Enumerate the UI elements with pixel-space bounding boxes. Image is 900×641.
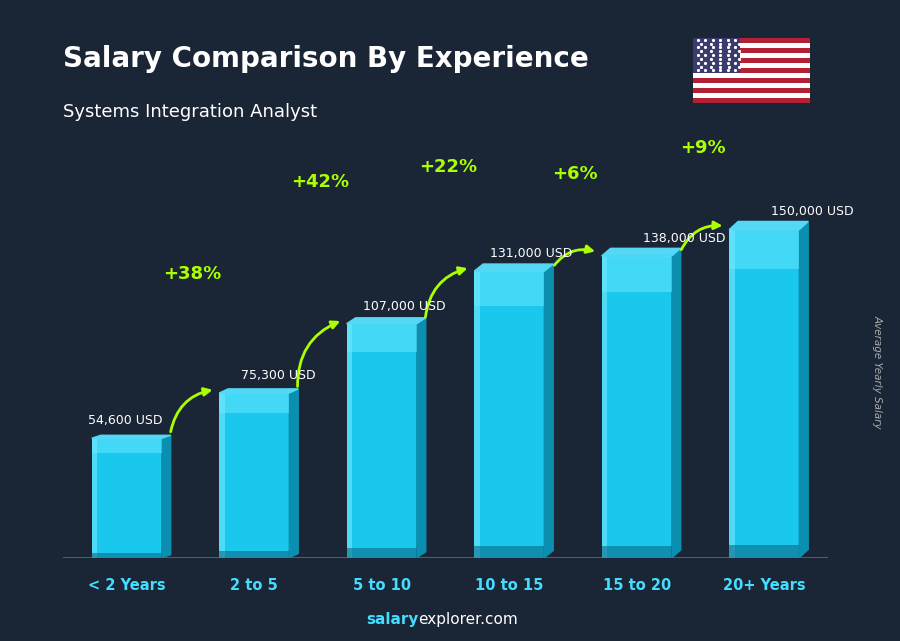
Polygon shape	[671, 248, 680, 558]
Bar	[92, 438, 97, 558]
Text: +38%: +38%	[164, 265, 222, 283]
Bar	[92, 438, 162, 558]
Polygon shape	[602, 248, 680, 256]
Text: +6%: +6%	[553, 165, 598, 183]
Bar	[220, 393, 289, 413]
Bar	[474, 271, 544, 306]
Polygon shape	[346, 318, 426, 324]
Bar	[474, 271, 480, 558]
Text: 138,000 USD: 138,000 USD	[644, 231, 725, 245]
Text: 15 to 20: 15 to 20	[603, 578, 670, 593]
Text: salary: salary	[366, 612, 418, 627]
Text: Average Yearly Salary: Average Yearly Salary	[872, 315, 883, 429]
Bar	[693, 97, 810, 103]
Bar	[220, 393, 289, 558]
Polygon shape	[289, 389, 298, 558]
Bar	[729, 229, 799, 269]
Bar	[92, 438, 162, 453]
Text: Salary Comparison By Experience: Salary Comparison By Experience	[63, 45, 589, 73]
Bar	[693, 53, 810, 58]
Polygon shape	[220, 389, 298, 393]
Text: 5 to 10: 5 to 10	[353, 578, 410, 593]
Text: 107,000 USD: 107,000 USD	[363, 299, 446, 313]
Bar	[693, 73, 810, 78]
Polygon shape	[799, 221, 808, 558]
Text: < 2 Years: < 2 Years	[88, 578, 166, 593]
Bar	[729, 545, 799, 558]
Bar	[474, 271, 544, 558]
Bar	[92, 553, 162, 558]
Bar	[220, 393, 225, 558]
Text: explorer.com: explorer.com	[418, 612, 518, 627]
Polygon shape	[474, 264, 554, 271]
Bar	[693, 38, 810, 44]
Bar	[346, 324, 417, 352]
Bar	[729, 229, 799, 558]
Text: 10 to 15: 10 to 15	[475, 578, 544, 593]
Polygon shape	[417, 318, 426, 558]
Bar	[693, 93, 810, 97]
Bar	[474, 546, 544, 558]
Text: 75,300 USD: 75,300 USD	[241, 369, 316, 382]
Bar	[693, 44, 810, 48]
Bar	[602, 256, 671, 292]
Bar	[693, 83, 810, 88]
Bar	[602, 256, 671, 558]
Bar	[729, 229, 734, 558]
Bar	[693, 58, 810, 63]
Bar	[693, 38, 740, 73]
Polygon shape	[92, 435, 171, 438]
Polygon shape	[729, 221, 808, 229]
Text: +9%: +9%	[680, 139, 725, 157]
Polygon shape	[544, 264, 554, 558]
Text: Systems Integration Analyst: Systems Integration Analyst	[63, 103, 317, 121]
Bar	[602, 545, 671, 558]
Text: 131,000 USD: 131,000 USD	[491, 247, 572, 260]
Text: 20+ Years: 20+ Years	[723, 578, 806, 593]
Text: +22%: +22%	[418, 158, 477, 176]
Polygon shape	[162, 435, 171, 558]
Bar	[693, 78, 810, 83]
Text: 2 to 5: 2 to 5	[230, 578, 278, 593]
Bar	[346, 324, 352, 558]
Bar	[693, 88, 810, 93]
Text: 150,000 USD: 150,000 USD	[770, 206, 853, 219]
Bar	[693, 48, 810, 53]
Text: 54,600 USD: 54,600 USD	[88, 414, 163, 427]
Bar	[693, 68, 810, 73]
Text: +42%: +42%	[292, 174, 349, 192]
Bar	[220, 551, 289, 558]
Bar	[602, 256, 608, 558]
Bar	[693, 63, 810, 68]
Bar	[346, 548, 417, 558]
Bar	[346, 324, 417, 558]
